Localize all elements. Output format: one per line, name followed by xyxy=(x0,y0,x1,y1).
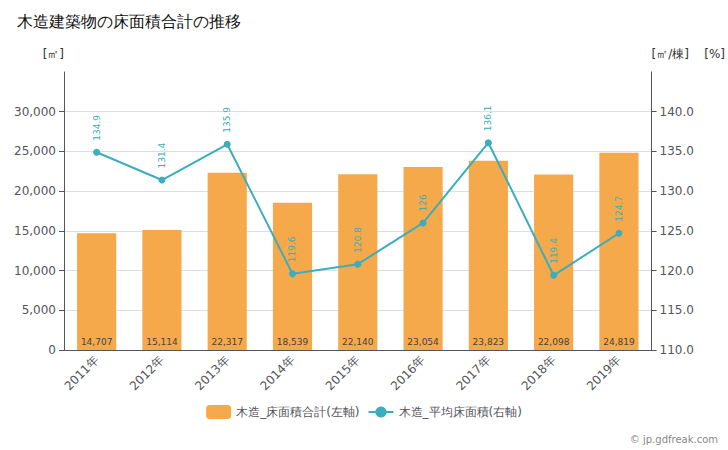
svg-text:木造建築物の床面積合計の推移: 木造建築物の床面積合計の推移 xyxy=(17,12,241,31)
svg-text:119.6: 119.6 xyxy=(287,236,297,262)
svg-text:15,114: 15,114 xyxy=(146,337,178,347)
svg-text:0: 0 xyxy=(48,343,56,357)
svg-text:2013年: 2013年 xyxy=(192,353,232,393)
svg-text:[㎡]: [㎡] xyxy=(43,47,64,61)
svg-text:30,000: 30,000 xyxy=(14,105,56,119)
svg-text:134.9: 134.9 xyxy=(92,115,102,141)
svg-text:25,000: 25,000 xyxy=(14,144,56,158)
svg-text:23,823: 23,823 xyxy=(473,337,505,347)
svg-text:126: 126 xyxy=(418,194,428,211)
svg-text:135.0: 135.0 xyxy=(660,144,694,158)
svg-text:2018年: 2018年 xyxy=(519,353,559,393)
svg-text:125.0: 125.0 xyxy=(660,224,694,238)
svg-text:木造_床面積合計(左軸): 木造_床面積合計(左軸) xyxy=(236,405,359,419)
svg-text:135.9: 135.9 xyxy=(222,107,232,133)
svg-text:130.0: 130.0 xyxy=(660,184,694,198)
svg-text:22,317: 22,317 xyxy=(211,337,243,347)
svg-text:119.4: 119.4 xyxy=(549,238,559,264)
svg-text:14,707: 14,707 xyxy=(81,337,113,347)
svg-text:115.0: 115.0 xyxy=(660,303,694,317)
svg-text:131.4: 131.4 xyxy=(157,142,167,168)
svg-text:2015年: 2015年 xyxy=(323,353,363,393)
svg-text:15,000: 15,000 xyxy=(14,224,56,238)
svg-text:2014年: 2014年 xyxy=(257,353,297,393)
svg-text:2012年: 2012年 xyxy=(127,353,167,393)
svg-text:18,539: 18,539 xyxy=(277,337,309,347)
svg-text:© jp.gdfreak.com: © jp.gdfreak.com xyxy=(630,434,718,445)
svg-text:2019年: 2019年 xyxy=(584,353,624,393)
svg-text:124.7: 124.7 xyxy=(614,196,624,222)
svg-text:2016年: 2016年 xyxy=(388,353,428,393)
svg-text:2011年: 2011年 xyxy=(62,353,102,393)
svg-text:20,000: 20,000 xyxy=(14,184,56,198)
svg-text:23,054: 23,054 xyxy=(407,337,439,347)
svg-text:2017年: 2017年 xyxy=(453,353,493,393)
svg-text:10,000: 10,000 xyxy=(14,264,56,278)
svg-text:24,819: 24,819 xyxy=(603,337,635,347)
svg-text:22,140: 22,140 xyxy=(342,337,374,347)
svg-text:22,098: 22,098 xyxy=(538,337,570,347)
svg-text:120.8: 120.8 xyxy=(353,227,363,253)
svg-text:[㎡/棟] [%]: [㎡/棟] [%] xyxy=(652,47,725,61)
svg-text:5,000: 5,000 xyxy=(22,303,56,317)
svg-text:136.1: 136.1 xyxy=(483,105,493,131)
svg-text:120.0: 120.0 xyxy=(660,264,694,278)
svg-text:木造_平均床面積(右軸): 木造_平均床面積(右軸) xyxy=(399,405,522,419)
svg-text:110.0: 110.0 xyxy=(660,343,694,357)
svg-text:140.0: 140.0 xyxy=(660,105,694,119)
